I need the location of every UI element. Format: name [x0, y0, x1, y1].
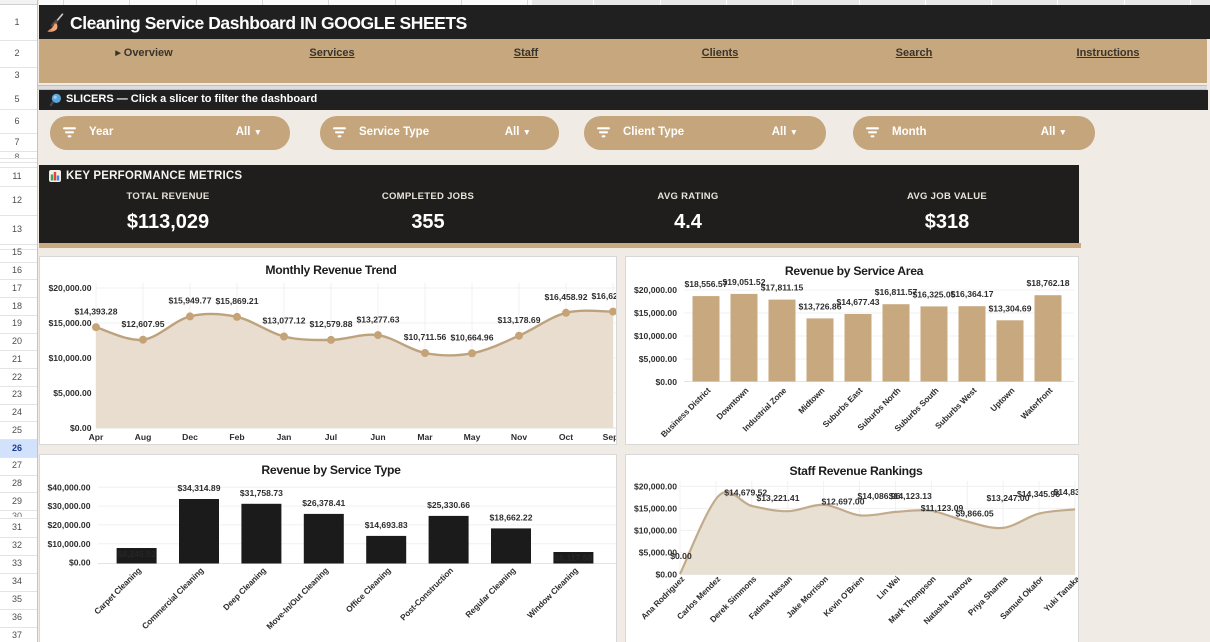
svg-text:$13,221.41: $13,221.41: [756, 493, 799, 503]
svg-text:$20,000.00: $20,000.00: [634, 481, 677, 491]
svg-text:$13,178.69: $13,178.69: [497, 315, 540, 325]
svg-text:$17,811.15: $17,811.15: [761, 283, 804, 293]
svg-text:$18,556.57: $18,556.57: [684, 279, 727, 289]
svg-text:$13,277.63: $13,277.63: [356, 314, 399, 324]
svg-text:$12,607.95: $12,607.95: [121, 319, 164, 329]
svg-text:Monthly Revenue Trend: Monthly Revenue Trend: [265, 263, 396, 277]
svg-text:$0.00: $0.00: [69, 558, 91, 568]
svg-text:$10,000.00: $10,000.00: [47, 539, 90, 549]
svg-text:$15,000.00: $15,000.00: [634, 308, 677, 318]
svg-text:Midtown: Midtown: [796, 385, 826, 415]
svg-text:$31,758.73: $31,758.73: [240, 488, 283, 498]
svg-text:$25,330.66: $25,330.66: [427, 500, 470, 510]
svg-text:$13,304.69: $13,304.69: [988, 303, 1031, 313]
svg-text:Jan: Jan: [277, 432, 292, 442]
svg-text:$6,117.58: $6,117.58: [555, 553, 593, 563]
svg-text:$5,000.00: $5,000.00: [639, 354, 677, 364]
svg-text:Jun: Jun: [370, 432, 385, 442]
svg-text:$12,579.88: $12,579.88: [309, 319, 352, 329]
svg-text:$15,949.77: $15,949.77: [168, 296, 211, 306]
svg-text:$15,000.00: $15,000.00: [634, 503, 677, 513]
svg-text:Sep: Sep: [603, 432, 617, 442]
svg-text:$5,000.00: $5,000.00: [53, 388, 91, 398]
svg-text:$20,000.00: $20,000.00: [48, 283, 91, 293]
svg-text:$16,325.05: $16,325.05: [912, 289, 955, 299]
svg-text:May: May: [464, 432, 481, 442]
svg-text:$26,378.41: $26,378.41: [302, 498, 345, 508]
svg-text:$18,762.18: $18,762.18: [1026, 278, 1069, 288]
svg-text:$15,869.21: $15,869.21: [215, 296, 258, 306]
svg-text:$16,622.46: $16,622.46: [591, 291, 617, 301]
svg-text:$14,679.52: $14,679.52: [724, 487, 767, 497]
svg-text:$20,000.00: $20,000.00: [634, 285, 677, 295]
svg-text:Deep Cleaning: Deep Cleaning: [221, 565, 268, 612]
svg-text:$16,458.92: $16,458.92: [544, 292, 587, 302]
svg-text:$10,664.96: $10,664.96: [450, 333, 493, 343]
svg-text:$13,077.12: $13,077.12: [262, 316, 305, 326]
svg-text:$10,000.00: $10,000.00: [634, 331, 677, 341]
svg-text:$10,711.56: $10,711.56: [404, 332, 447, 342]
svg-text:Carpet Cleaning: Carpet Cleaning: [92, 565, 143, 616]
svg-text:$14,345.96: $14,345.96: [1017, 489, 1060, 499]
svg-text:$0.00: $0.00: [655, 377, 677, 387]
svg-text:Oct: Oct: [559, 432, 573, 442]
svg-text:Apr: Apr: [89, 432, 104, 442]
svg-text:$16,364.17: $16,364.17: [950, 289, 993, 299]
svg-text:$10,000.00: $10,000.00: [48, 353, 91, 363]
svg-text:Aug: Aug: [135, 432, 152, 442]
svg-text:Regular Cleaning: Regular Cleaning: [463, 565, 517, 619]
svg-text:$10,000.00: $10,000.00: [634, 525, 677, 535]
svg-text:$12,697.00: $12,697.00: [821, 497, 864, 507]
svg-text:$8,245.92: $8,245.92: [117, 549, 155, 559]
svg-text:Downtown: Downtown: [714, 385, 750, 421]
svg-text:$34,314.89: $34,314.89: [177, 483, 220, 493]
svg-text:$14,086.96: $14,086.96: [857, 491, 900, 501]
svg-text:Move-In/Out Cleaning: Move-In/Out Cleaning: [264, 565, 330, 631]
svg-text:$18,662.22: $18,662.22: [489, 512, 532, 522]
svg-text:$11,123.09: $11,123.09: [921, 503, 964, 513]
svg-text:Staff Revenue Rankings: Staff Revenue Rankings: [790, 464, 923, 478]
svg-text:$15,000.00: $15,000.00: [48, 318, 91, 328]
svg-text:$5,000.00: $5,000.00: [639, 547, 677, 557]
svg-text:Dec: Dec: [182, 432, 198, 442]
svg-text:Uptown: Uptown: [988, 385, 1016, 413]
svg-text:Lin Wei: Lin Wei: [874, 574, 901, 601]
svg-text:$14,393.28: $14,393.28: [74, 306, 117, 316]
svg-text:Mar: Mar: [417, 432, 433, 442]
svg-text:Business District: Business District: [659, 385, 713, 439]
svg-text:Commercial Cleaning: Commercial Cleaning: [140, 565, 206, 631]
svg-text:$14,693.83: $14,693.83: [365, 520, 408, 530]
svg-text:$14,831.98: $14,831.98: [1053, 487, 1079, 497]
svg-text:Revenue by Service Type: Revenue by Service Type: [261, 463, 401, 477]
svg-text:Feb: Feb: [229, 432, 244, 442]
svg-text:$0.00: $0.00: [70, 423, 92, 433]
svg-text:Revenue by Service Area: Revenue by Service Area: [785, 264, 924, 278]
svg-text:$30,000.00: $30,000.00: [47, 501, 90, 511]
svg-text:Jul: Jul: [325, 432, 337, 442]
svg-text:$40,000.00: $40,000.00: [47, 482, 90, 492]
svg-text:$14,677.43: $14,677.43: [836, 297, 879, 307]
svg-text:$20,000.00: $20,000.00: [47, 520, 90, 530]
svg-text:$16,811.57: $16,811.57: [875, 287, 918, 297]
svg-text:Yuki Tanaka: Yuki Tanaka: [1042, 574, 1079, 614]
svg-text:$0.00: $0.00: [670, 551, 692, 561]
svg-text:$9,866.05: $9,866.05: [955, 508, 993, 518]
svg-text:Post-Construction: Post-Construction: [398, 565, 455, 622]
svg-text:$14,123.13: $14,123.13: [889, 491, 932, 501]
svg-text:$13,247.00: $13,247.00: [986, 493, 1029, 503]
svg-text:$19,051.52: $19,051.52: [722, 277, 765, 287]
svg-text:$0.00: $0.00: [655, 569, 677, 579]
svg-text:$13,726.86: $13,726.86: [798, 301, 841, 311]
svg-text:Window Cleaning: Window Cleaning: [525, 565, 580, 620]
svg-text:Nov: Nov: [511, 432, 527, 442]
svg-text:Office Cleaning: Office Cleaning: [344, 565, 393, 614]
svg-text:Waterfront: Waterfront: [1019, 385, 1055, 421]
